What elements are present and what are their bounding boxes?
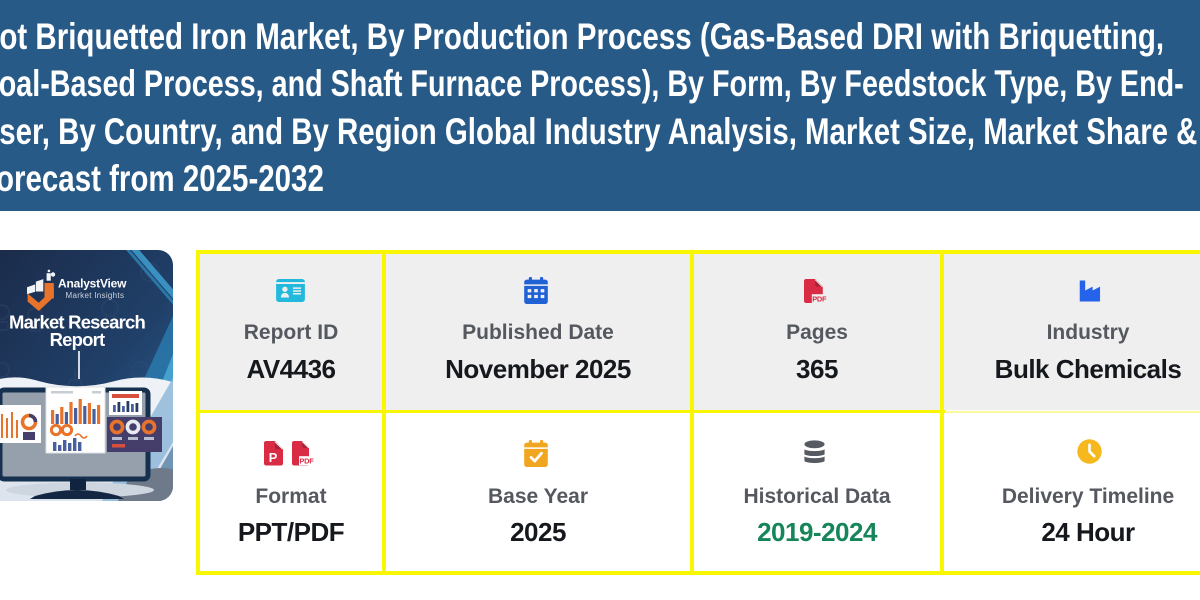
svg-text:PDF: PDF [299, 457, 314, 466]
svg-text:Market Insights: Market Insights [66, 291, 125, 300]
svg-text:P: P [269, 450, 278, 465]
svg-text:Report: Report [50, 329, 105, 350]
svg-text:PDF: PDF [812, 294, 827, 303]
svg-text:AnalystView: AnalystView [58, 276, 127, 290]
svg-text:Market Research: Market Research [9, 312, 146, 333]
